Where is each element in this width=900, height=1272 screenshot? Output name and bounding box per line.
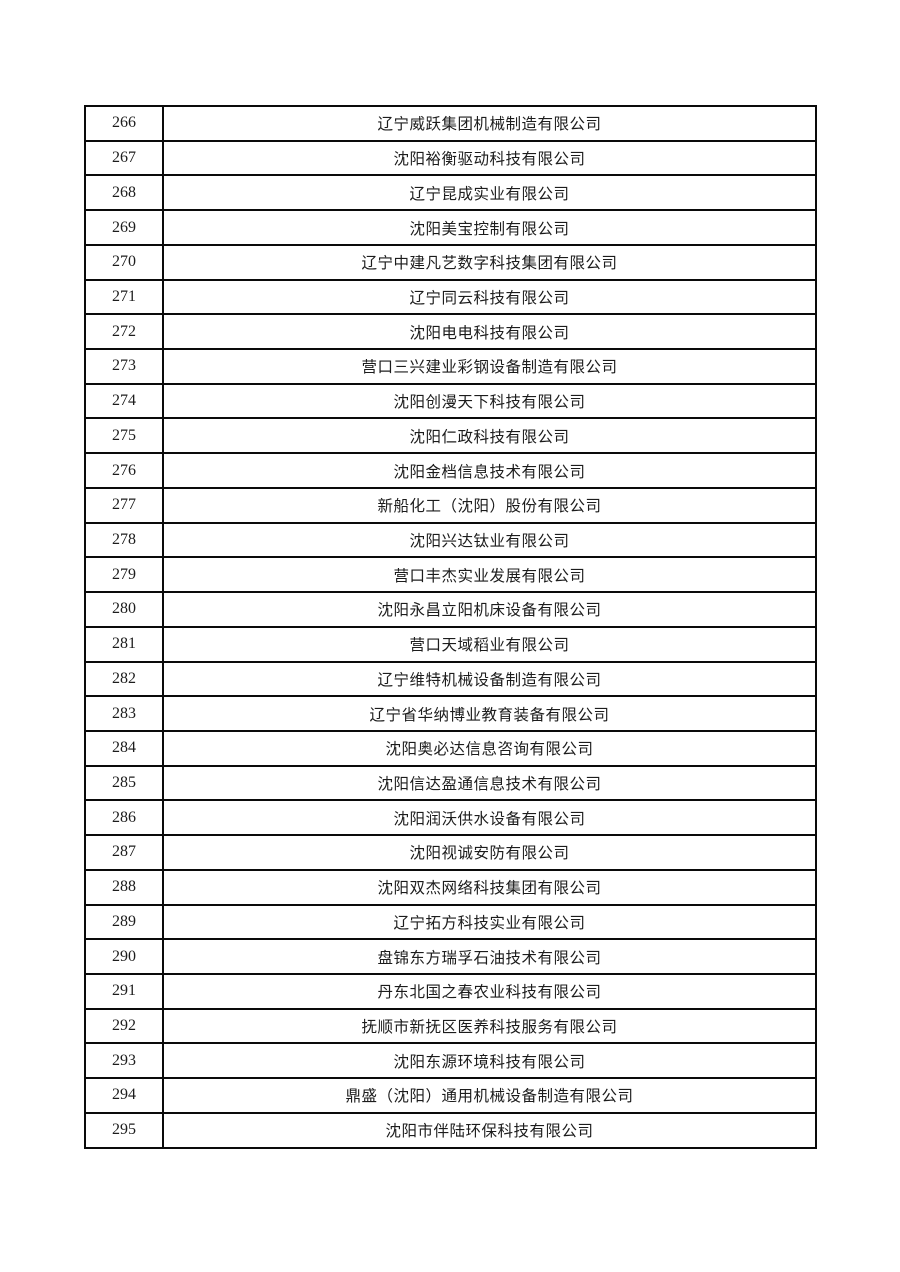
table-row: 288 沈阳双杰网络科技集团有限公司 [84,868,817,906]
row-number-cell: 280 [84,591,164,628]
company-name-cell: 营口天域稻业有限公司 [162,625,817,663]
company-name-cell: 辽宁昆成实业有限公司 [162,174,817,212]
row-number-cell: 283 [84,695,164,732]
company-name-cell: 辽宁威跃集团机械制造有限公司 [162,105,817,142]
table-row: 280 沈阳永昌立阳机床设备有限公司 [84,591,817,628]
row-number-cell: 273 [84,348,164,385]
row-number-cell: 277 [84,486,164,524]
table-row: 294 鼎盛（沈阳）通用机械设备制造有限公司 [84,1077,817,1114]
row-number-cell: 272 [84,313,164,351]
row-number-cell: 268 [84,174,164,212]
company-name-cell: 新船化工（沈阳）股份有限公司 [162,486,817,524]
company-name-cell: 沈阳仁政科技有限公司 [162,417,817,455]
company-name-cell: 沈阳兴达钛业有限公司 [162,521,817,559]
row-number-cell: 270 [84,243,164,281]
company-name-cell: 沈阳信达盈通信息技术有限公司 [162,764,817,802]
row-number-cell: 281 [84,625,164,663]
table-row: 292 抚顺市新抚区医养科技服务有限公司 [84,1007,817,1045]
row-number-cell: 292 [84,1007,164,1045]
row-number-cell: 269 [84,209,164,246]
table-row: 282 辽宁维特机械设备制造有限公司 [84,660,817,698]
table-row: 290 盘锦东方瑞孚石油技术有限公司 [84,938,817,975]
row-number-cell: 287 [84,834,164,871]
row-number-cell: 285 [84,764,164,802]
company-list-table: 266 辽宁威跃集团机械制造有限公司 267 沈阳裕衡驱动科技有限公司 268 辽宁昆成实… [84,105,817,1150]
company-name-cell: 营口三兴建业彩钢设备制造有限公司 [162,348,817,385]
row-number-cell: 284 [84,729,164,767]
table-row: 270 辽宁中建凡艺数字科技集团有限公司 [84,243,817,281]
company-name-cell: 沈阳润沃供水设备有限公司 [162,799,817,837]
company-name-cell: 辽宁中建凡艺数字科技集团有限公司 [162,243,817,281]
table-row: 295 沈阳市伴陆环保科技有限公司 [84,1111,817,1150]
company-name-cell: 盘锦东方瑞孚石油技术有限公司 [162,938,817,975]
table-row: 285 沈阳信达盈通信息技术有限公司 [84,764,817,802]
table-row: 274 沈阳创漫天下科技有限公司 [84,382,817,420]
table-row: 286 沈阳润沃供水设备有限公司 [84,799,817,837]
row-number-cell: 279 [84,556,164,594]
row-number-cell: 276 [84,452,164,489]
company-table-body: 266 辽宁威跃集团机械制造有限公司 267 沈阳裕衡驱动科技有限公司 268 辽宁昆成实… [84,105,817,1150]
table-row: 269 沈阳美宝控制有限公司 [84,209,817,246]
row-number-cell: 271 [84,278,164,316]
company-name-cell: 沈阳市伴陆环保科技有限公司 [162,1111,817,1150]
row-number-cell: 288 [84,868,164,906]
company-name-cell: 鼎盛（沈阳）通用机械设备制造有限公司 [162,1077,817,1114]
table-row: 272 沈阳电电科技有限公司 [84,313,817,351]
row-number-cell: 291 [84,972,164,1010]
row-number-cell: 282 [84,660,164,698]
table-row: 293 沈阳东源环境科技有限公司 [84,1042,817,1080]
row-number-cell: 293 [84,1042,164,1080]
table-row: 267 沈阳裕衡驱动科技有限公司 [84,139,817,177]
row-number-cell: 266 [84,105,164,142]
row-number-cell: 294 [84,1077,164,1114]
table-row: 284 沈阳奥必达信息咨询有限公司 [84,729,817,767]
company-name-cell: 辽宁同云科技有限公司 [162,278,817,316]
table-row: 271 辽宁同云科技有限公司 [84,278,817,316]
company-name-cell: 沈阳奥必达信息咨询有限公司 [162,729,817,767]
company-name-cell: 辽宁维特机械设备制造有限公司 [162,660,817,698]
table-row: 278 沈阳兴达钛业有限公司 [84,521,817,559]
table-row: 283 辽宁省华纳博业教育装备有限公司 [84,695,817,732]
table-row: 289 辽宁拓方科技实业有限公司 [84,903,817,941]
table-row: 279 营口丰杰实业发展有限公司 [84,556,817,594]
company-name-cell: 丹东北国之春农业科技有限公司 [162,972,817,1010]
company-name-cell: 辽宁省华纳博业教育装备有限公司 [162,695,817,732]
row-number-cell: 278 [84,521,164,559]
company-name-cell: 沈阳永昌立阳机床设备有限公司 [162,591,817,628]
row-number-cell: 275 [84,417,164,455]
company-name-cell: 沈阳电电科技有限公司 [162,313,817,351]
company-name-cell: 沈阳视诚安防有限公司 [162,834,817,871]
company-name-cell: 沈阳金档信息技术有限公司 [162,452,817,489]
row-number-cell: 295 [84,1111,164,1150]
company-name-cell: 辽宁拓方科技实业有限公司 [162,903,817,941]
table-row: 275 沈阳仁政科技有限公司 [84,417,817,455]
table-row: 291 丹东北国之春农业科技有限公司 [84,972,817,1010]
table-row: 281 营口天域稻业有限公司 [84,625,817,663]
row-number-cell: 274 [84,382,164,420]
row-number-cell: 289 [84,903,164,941]
table-row: 276 沈阳金档信息技术有限公司 [84,452,817,489]
company-name-cell: 沈阳双杰网络科技集团有限公司 [162,868,817,906]
company-name-cell: 沈阳裕衡驱动科技有限公司 [162,139,817,177]
company-name-cell: 沈阳创漫天下科技有限公司 [162,382,817,420]
row-number-cell: 267 [84,139,164,177]
table-row: 266 辽宁威跃集团机械制造有限公司 [84,105,817,142]
company-name-cell: 沈阳美宝控制有限公司 [162,209,817,246]
row-number-cell: 286 [84,799,164,837]
row-number-cell: 290 [84,938,164,975]
table-row: 273 营口三兴建业彩钢设备制造有限公司 [84,348,817,385]
company-name-cell: 沈阳东源环境科技有限公司 [162,1042,817,1080]
company-name-cell: 抚顺市新抚区医养科技服务有限公司 [162,1007,817,1045]
company-name-cell: 营口丰杰实业发展有限公司 [162,556,817,594]
table-row: 287 沈阳视诚安防有限公司 [84,834,817,871]
table-row: 268 辽宁昆成实业有限公司 [84,174,817,212]
table-row: 277 新船化工（沈阳）股份有限公司 [84,486,817,524]
